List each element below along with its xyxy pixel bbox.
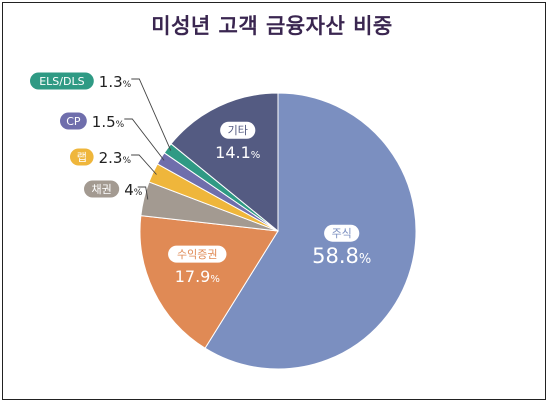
slice-3-leader-line	[131, 154, 157, 175]
slice-0-badge	[324, 224, 360, 242]
slice-2-label: 채권	[91, 183, 111, 196]
slice-0-label: 주식	[332, 227, 352, 240]
slice-1-label: 수익증권	[177, 248, 217, 261]
slice-6-value: 14.1%	[215, 143, 260, 162]
slice-3-value: 2.3%	[99, 149, 132, 167]
slice-2-value: 4%	[124, 181, 143, 199]
slice-2-leader-line	[137, 186, 149, 200]
slice-3-label: 랩	[77, 151, 87, 164]
slice-6-badge	[220, 121, 256, 139]
slice-1-value: 17.9%	[175, 267, 220, 286]
pie-slice-0	[204, 92, 417, 370]
slice-6-label: 기타	[228, 124, 248, 137]
slice-0-value: 58.8%	[312, 244, 371, 268]
slice-5-badge	[30, 72, 94, 90]
slice-4-leader-line	[124, 118, 165, 161]
slice-4-badge	[60, 112, 87, 130]
slice-5-label: ELS/DLS	[39, 75, 84, 88]
slice-1-badge	[168, 245, 227, 263]
slice-5-value: 1.3%	[99, 73, 132, 91]
slice-4-label: CP	[66, 115, 81, 128]
slice-5-leader-line	[131, 78, 172, 151]
slice-2-badge	[84, 180, 120, 198]
slice-4-value: 1.5%	[92, 113, 125, 131]
chart-title: 미성년 고객 금융자산 비중	[151, 14, 393, 38]
slice-3-badge	[70, 148, 94, 166]
